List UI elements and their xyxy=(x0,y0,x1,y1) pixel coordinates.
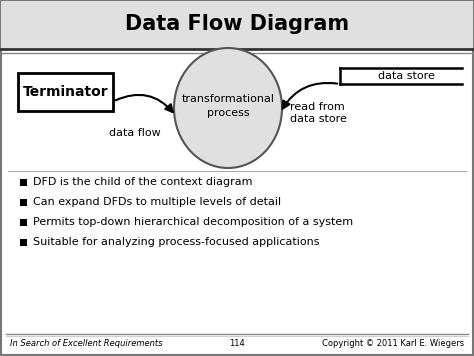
Ellipse shape xyxy=(174,48,282,168)
Bar xyxy=(20,199,27,205)
Text: read from
data store: read from data store xyxy=(290,102,347,124)
Text: data flow: data flow xyxy=(109,128,161,138)
Text: Suitable for analyzing process-focused applications: Suitable for analyzing process-focused a… xyxy=(33,237,319,247)
Bar xyxy=(1,1,473,49)
FancyArrowPatch shape xyxy=(283,83,337,109)
Text: transformational
process: transformational process xyxy=(182,94,274,117)
Text: In Search of Excellent Requirements: In Search of Excellent Requirements xyxy=(10,340,163,349)
Text: Terminator: Terminator xyxy=(23,85,109,99)
FancyArrowPatch shape xyxy=(116,95,173,112)
Text: Copyright © 2011 Karl E. Wiegers: Copyright © 2011 Karl E. Wiegers xyxy=(322,340,464,349)
Text: 114: 114 xyxy=(229,340,245,349)
Bar xyxy=(18,73,113,111)
Text: data store: data store xyxy=(378,71,435,81)
Bar xyxy=(20,178,27,185)
Text: Data Flow Diagram: Data Flow Diagram xyxy=(125,14,349,34)
Text: DFD is the child of the context diagram: DFD is the child of the context diagram xyxy=(33,177,253,187)
Bar xyxy=(20,219,27,225)
Bar xyxy=(20,239,27,246)
Text: Permits top-down hierarchical decomposition of a system: Permits top-down hierarchical decomposit… xyxy=(33,217,353,227)
Text: Can expand DFDs to multiple levels of detail: Can expand DFDs to multiple levels of de… xyxy=(33,197,281,207)
